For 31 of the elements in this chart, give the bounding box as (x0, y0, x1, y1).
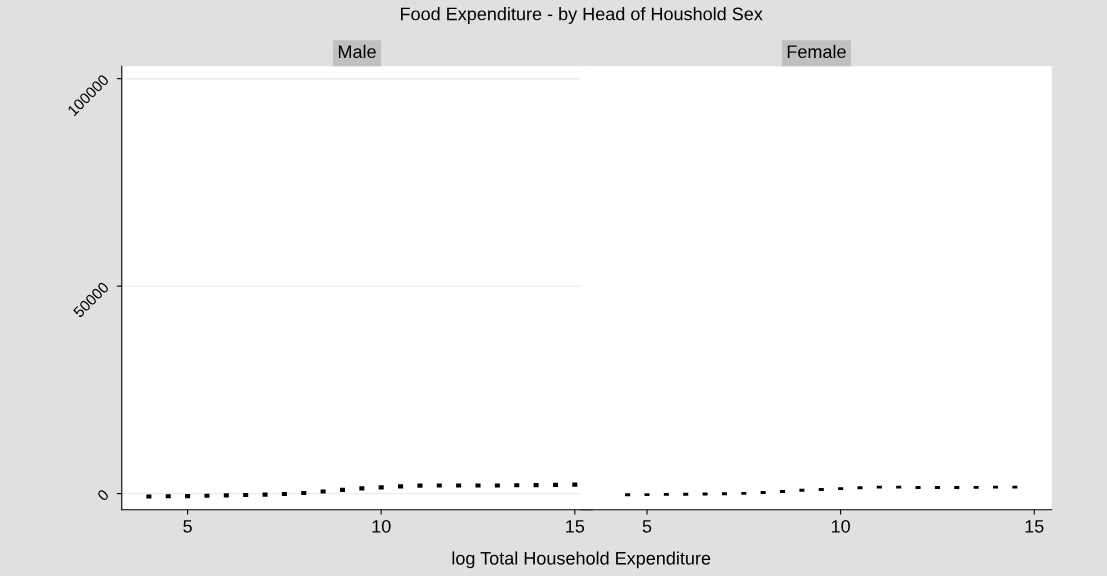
bar (663, 492, 669, 496)
bar (857, 486, 863, 490)
bar (954, 486, 960, 490)
bar (876, 485, 882, 489)
bar (741, 491, 747, 495)
x-tick-label: 15 (1025, 520, 1044, 533)
bar (683, 492, 689, 496)
bar (973, 485, 979, 489)
x-tick-label: 15 (566, 520, 585, 533)
bar (625, 493, 631, 497)
chart-title: Male (338, 44, 376, 59)
x-tick-label: 10 (831, 519, 850, 533)
bar (838, 487, 844, 491)
bar (818, 487, 824, 491)
bar (915, 486, 921, 490)
x-axis-title: log Total Household Expenditure (452, 551, 711, 569)
bar (644, 493, 650, 497)
bar (1012, 485, 1018, 489)
bar (992, 485, 999, 489)
text: Food Expenditure - by Head of Houshold Sex (401, 7, 763, 24)
bar (934, 486, 940, 490)
bar (896, 485, 902, 489)
chart-title: Female (787, 44, 846, 59)
bar (721, 492, 727, 496)
x-tick-label: 5 (642, 520, 652, 533)
y-tick-label: 0 (96, 488, 110, 502)
bar (760, 491, 766, 494)
x-tick-label: 10 (372, 519, 391, 533)
bar (780, 490, 786, 493)
bar (799, 488, 805, 492)
x-tick-label: 5 (183, 520, 192, 533)
